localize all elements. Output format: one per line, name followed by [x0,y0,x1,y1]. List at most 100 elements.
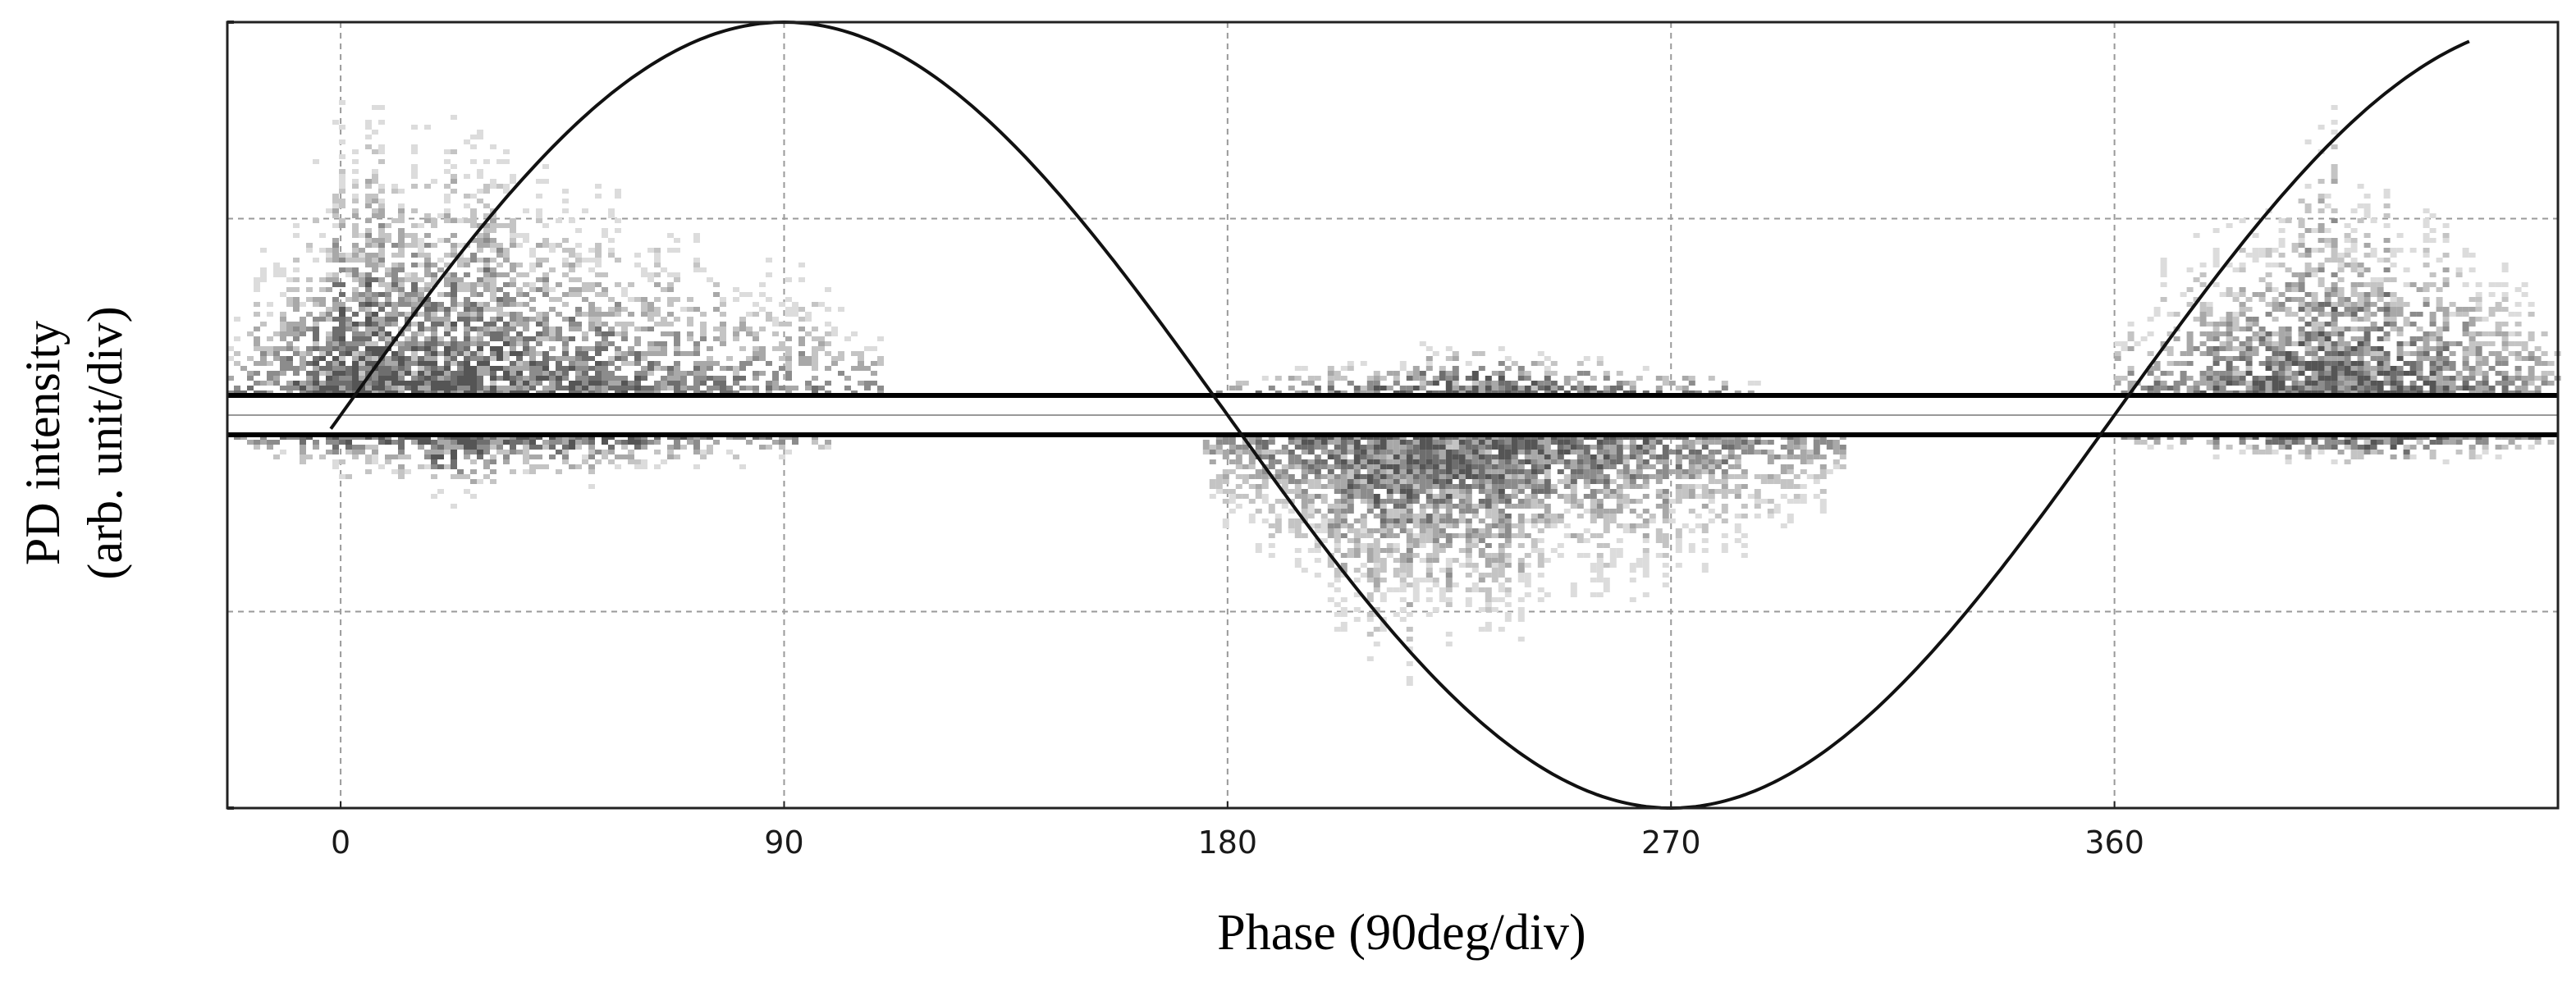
pd-pulse-mark [2344,386,2351,391]
pd-pulse-mark [300,391,306,395]
pd-pulse-mark [556,371,562,376]
pd-pulse-mark [1780,484,1787,489]
pd-pulse-mark [418,381,424,386]
pd-pulse-mark [1485,479,1492,484]
pd-pulse-mark [1373,494,1380,499]
pd-pulse-mark [1793,454,1800,459]
pd-pulse-mark [2186,341,2194,346]
pd-pulse-mark [1229,469,1236,474]
pd-pulse-mark [1780,469,1787,474]
pd-pulse-mark [339,356,345,361]
pd-pulse-mark [1412,514,1420,518]
pd-pulse-mark [1557,440,1564,445]
pd-pulse-mark [405,297,411,302]
pd-pulse-mark [2160,282,2167,287]
pd-pulse-mark [2298,238,2305,243]
pd-pulse-mark [372,376,378,381]
pd-pulse-mark [332,327,339,331]
pd-pulse-mark [615,302,621,307]
pd-pulse-mark [562,346,569,351]
pd-pulse-mark [306,297,313,302]
pd-pulse-mark [2436,371,2443,376]
pd-pulse-mark [496,312,503,317]
pd-pulse-mark [1439,454,1446,459]
pd-pulse-mark [1340,454,1347,459]
pd-pulse-mark [385,336,391,341]
pd-pulse-mark [2357,263,2364,267]
pd-pulse-mark [2436,287,2443,292]
pd-pulse-mark [700,454,707,459]
pd-pulse-mark [2501,307,2509,312]
pd-pulse-mark [490,292,496,297]
pd-pulse-mark [1741,445,1748,450]
pd-pulse-mark [582,366,588,371]
pd-pulse-mark [1406,646,1413,651]
pd-pulse-mark [280,312,286,317]
pd-pulse-mark [1301,391,1308,395]
pd-pulse-mark [1268,386,1275,391]
pd-pulse-mark [293,322,300,327]
pd-pulse-mark [1445,582,1453,587]
pd-pulse-mark [496,331,503,336]
pd-pulse-mark [385,376,391,381]
pd-pulse-mark [1629,381,1636,386]
pd-pulse-mark [864,366,871,371]
pd-pulse-mark [470,450,477,454]
pd-pulse-mark [1701,538,1709,543]
pd-pulse-mark [871,361,877,366]
pd-pulse-mark [1268,504,1275,509]
pd-pulse-mark [2377,371,2384,376]
pd-pulse-mark [595,450,602,454]
pd-pulse-mark [1563,479,1571,484]
pd-pulse-mark [661,366,667,371]
pd-pulse-mark [2534,391,2542,395]
pd-pulse-mark [1504,440,1512,445]
pd-pulse-mark [2212,263,2220,267]
pd-pulse-mark [2272,381,2279,386]
pd-pulse-mark [483,282,490,287]
pd-pulse-mark [2442,327,2450,331]
pd-pulse-mark [2298,331,2305,336]
pd-pulse-mark [326,208,332,213]
pd-pulse-mark [1386,494,1393,499]
pd-pulse-mark [1531,523,1538,528]
pd-pulse-mark [378,105,385,110]
pd-pulse-mark [575,435,582,440]
pd-pulse-mark [2272,391,2279,395]
pd-pulse-mark [536,208,542,213]
pd-pulse-mark [1832,450,1840,454]
pd-pulse-mark [720,366,726,371]
pd-pulse-mark [2390,292,2397,297]
pd-pulse-mark [687,331,693,336]
pd-pulse-mark [2226,331,2233,336]
pd-pulse-mark [464,371,470,376]
pd-pulse-mark [1419,440,1426,445]
pd-pulse-mark [470,287,477,292]
pd-pulse-mark [2265,272,2272,277]
pd-pulse-mark [1491,479,1498,484]
pd-pulse-mark [608,238,615,243]
pd-pulse-mark [2272,248,2279,253]
pd-pulse-mark [405,243,411,248]
pd-pulse-mark [2436,351,2443,356]
pd-pulse-mark [385,341,391,346]
pd-pulse-mark [2331,120,2338,125]
pd-pulse-mark [424,233,431,238]
pd-pulse-mark [496,327,503,331]
pd-pulse-mark [1353,592,1361,597]
pd-pulse-mark [431,474,437,479]
pd-pulse-mark [339,253,345,258]
pd-pulse-mark [1642,509,1649,514]
pd-pulse-mark [1373,440,1380,445]
pd-pulse-mark [746,327,753,331]
pd-pulse-mark [1458,548,1466,553]
pd-pulse-mark [1242,381,1249,386]
pd-pulse-mark [2357,356,2364,361]
pd-pulse-mark [2311,228,2318,233]
pd-pulse-mark [2265,282,2272,287]
pd-pulse-mark [1386,454,1393,459]
pd-pulse-mark [1734,489,1741,494]
pd-pulse-mark [2212,361,2220,366]
pd-pulse-mark [720,327,726,331]
pd-pulse-mark [1478,469,1485,474]
